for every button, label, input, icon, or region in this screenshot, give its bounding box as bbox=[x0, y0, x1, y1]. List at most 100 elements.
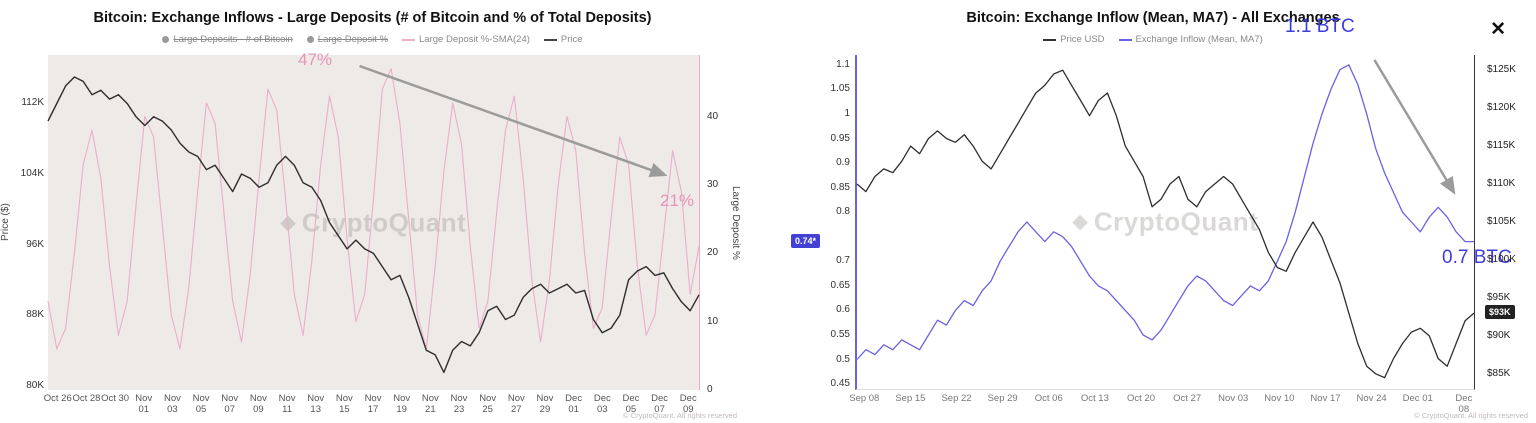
chart-title: Bitcoin: Exchange Inflows - Large Deposi… bbox=[93, 10, 652, 26]
chart-region: 1.1 1.05 1 0.95 0.9 0.85 0.8 0.7 0.65 0.6 0.55 0.5 0… bbox=[770, 16, 1536, 390]
close-button[interactable]: ✕ bbox=[1490, 19, 1506, 40]
x-tick-label: Oct 20 bbox=[1127, 393, 1155, 404]
y-tick-label: 1.05 bbox=[830, 83, 850, 95]
y-tick-label: 0.85 bbox=[830, 181, 850, 193]
x-tick-label: Nov 29 bbox=[536, 393, 554, 415]
y-tick-label: 0.6 bbox=[836, 304, 850, 316]
y-axis-title-large-deposit-pct: Large Deposit % bbox=[730, 185, 741, 260]
y-tick-label: 30 bbox=[707, 178, 719, 190]
x-tick-label: Dec 08 bbox=[1455, 393, 1473, 415]
x-tick-label: Nov 23 bbox=[450, 393, 468, 415]
y-tick-label: 112K bbox=[21, 97, 44, 109]
y-tick-label: 0.55 bbox=[830, 328, 850, 340]
legend-item[interactable]: Price USD bbox=[1043, 34, 1105, 45]
y-tick-label: 0 bbox=[707, 384, 713, 395]
chart-legend: Large Deposits - # of Bitcoin Large Depos… bbox=[0, 34, 745, 45]
series-line bbox=[856, 64, 1474, 360]
legend-marker-icon bbox=[162, 36, 170, 43]
x-tick-label: Sep 29 bbox=[987, 393, 1018, 404]
x-tick-label: Dec 03 bbox=[593, 393, 611, 415]
legend-marker-icon bbox=[1118, 38, 1132, 41]
x-tick-label: Dec 09 bbox=[679, 393, 697, 415]
y-tick-label: 0.7 bbox=[836, 255, 850, 267]
y-tick-label: 0.45 bbox=[830, 378, 850, 390]
y-tick-label: $115K bbox=[1487, 140, 1516, 152]
x-tick-label: Oct 26 bbox=[43, 393, 72, 404]
x-tick-label: Nov 03 bbox=[1218, 393, 1249, 404]
legend-label: Large Deposit %-SMA(24) bbox=[419, 34, 530, 45]
legend-item[interactable]: Large Deposit % bbox=[306, 34, 388, 45]
chart-title: Bitcoin: Exchange Inflow (Mean, MA7) - A… bbox=[966, 10, 1340, 26]
x-tick-label: Oct 28 bbox=[72, 393, 101, 404]
chart-legend: Price USD Exchange Inflow (Mean, MA7) bbox=[770, 34, 1536, 45]
y-tick-label: 10 bbox=[707, 315, 719, 327]
x-tick-label: Nov 09 bbox=[249, 393, 267, 415]
x-tick-label: Oct 13 bbox=[1080, 393, 1109, 404]
y-axis-left-tick-column: 1.1 1.05 1 0.95 0.9 0.85 0.8 0.7 0.65 0.6 0.55 0.5 0… bbox=[790, 55, 850, 390]
y-tick-label: 0.5 bbox=[836, 353, 850, 365]
x-tick-label: Oct 06 bbox=[1034, 393, 1063, 404]
y-tick-label: $125K bbox=[1487, 64, 1516, 76]
x-tick-label: Sep 08 bbox=[849, 393, 880, 404]
series-line bbox=[856, 69, 1475, 379]
x-tick-label: Nov 05 bbox=[192, 393, 210, 415]
x-tick-label: Sep 22 bbox=[941, 393, 972, 404]
y-tick-label: 80K bbox=[26, 379, 44, 391]
legend-label: Price bbox=[560, 34, 583, 45]
copyright-note: © CryptoQuant. All rights reserved bbox=[623, 411, 737, 420]
y-tick-label: 0.95 bbox=[830, 132, 850, 144]
x-tick-label: Nov 13 bbox=[307, 393, 325, 415]
y-tick-label: 40 bbox=[707, 110, 719, 122]
legend-item[interactable]: Price bbox=[543, 34, 583, 45]
y-tick-label: $100K bbox=[1487, 253, 1516, 265]
x-tick-label: Dec 01 bbox=[565, 393, 583, 415]
legend-item[interactable]: Large Deposit %-SMA(24) bbox=[402, 34, 530, 45]
legend-marker-icon bbox=[402, 38, 416, 41]
legend-item[interactable]: Large Deposits - # of Bitcoin bbox=[162, 34, 293, 45]
x-tick-label: Oct 30 bbox=[101, 393, 130, 404]
y-tick-label: 104K bbox=[20, 168, 44, 179]
y-axis-right-tick-column: $125K $120K $115K $110K $105K $100K $95K $90K $8… bbox=[1485, 55, 1533, 390]
y-axis-title-price: Price ($) bbox=[0, 203, 11, 242]
x-tick-label: Nov 15 bbox=[335, 393, 353, 415]
x-tick-label: Nov 07 bbox=[221, 393, 239, 415]
plot-area[interactable]: ◆ CryptoQuant 47% 21% bbox=[47, 50, 700, 390]
large-deposits-chart-panel: Bitcoin: Exchange Inflows - Large Deposi… bbox=[0, 0, 745, 423]
y-tick-label: 1 bbox=[844, 107, 850, 119]
y-tick-label: 96K bbox=[26, 238, 44, 250]
legend-label: Exchange Inflow (Mean, MA7) bbox=[1135, 34, 1263, 45]
legend-label: Large Deposits - # of Bitcoin bbox=[173, 34, 293, 45]
x-tick-label: Nov 11 bbox=[278, 393, 296, 415]
y-tick-label: 0.9 bbox=[836, 157, 850, 169]
axis-value-badge: $93K bbox=[1485, 305, 1515, 320]
x-tick-label: Nov 17 bbox=[1310, 393, 1341, 404]
y-axis-right-tick-column: 40 30 20 10 0 bbox=[707, 55, 729, 395]
legend-item[interactable]: Exchange Inflow (Mean, MA7) bbox=[1118, 34, 1263, 45]
legend-marker-icon bbox=[1043, 38, 1057, 41]
series-line bbox=[47, 68, 700, 350]
x-tick-label: Dec 05 bbox=[622, 393, 640, 415]
y-tick-label: $120K bbox=[1487, 102, 1516, 114]
y-tick-label: 20 bbox=[707, 247, 719, 259]
plot-area[interactable]: ◆ CryptoQuant 1.1 BTC 0.7 BTC bbox=[855, 16, 1512, 390]
y-tick-label: $90K bbox=[1487, 329, 1511, 341]
y-tick-label: 0.65 bbox=[830, 279, 850, 291]
y-tick-label: $110K bbox=[1487, 178, 1516, 190]
legend-marker-icon bbox=[306, 36, 314, 43]
series-plot bbox=[47, 68, 700, 374]
x-axis-tick-row: Oct 26 Oct 28 Oct 30 Nov 01 Nov 03 Nov 05 Nov … bbox=[44, 393, 700, 421]
exchange-inflow-chart-panel: Bitcoin: Exchange Inflow (Mean, MA7) - A… bbox=[770, 0, 1536, 423]
x-tick-label: Dec 07 bbox=[651, 393, 669, 415]
copyright-note: © CryptoQuant. All rights reserved bbox=[1414, 411, 1528, 420]
y-tick-label: $105K bbox=[1487, 216, 1516, 227]
y-tick-label: 88K bbox=[26, 309, 44, 321]
x-tick-label: Nov 27 bbox=[507, 393, 525, 415]
x-tick-label: Nov 10 bbox=[1264, 393, 1295, 404]
y-tick-label: $95K bbox=[1487, 291, 1511, 303]
legend-label: Price USD bbox=[1060, 34, 1105, 45]
x-tick-label: Nov 03 bbox=[163, 393, 181, 415]
series-line bbox=[47, 76, 700, 374]
series-plot bbox=[856, 64, 1475, 379]
y-tick-label: 0.8 bbox=[836, 206, 850, 218]
axis-value-badge: 0.74* bbox=[790, 233, 820, 248]
